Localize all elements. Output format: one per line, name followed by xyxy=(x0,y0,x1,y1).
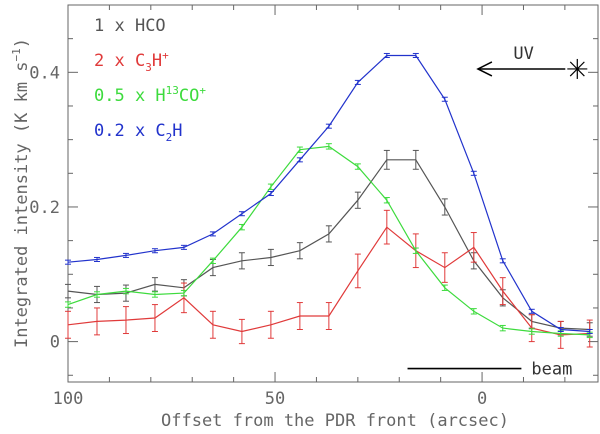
series-line xyxy=(67,145,590,336)
series-H13CO+ xyxy=(65,143,593,339)
y-axis-label-exponent: −1 xyxy=(10,48,23,61)
legend-label-part: C xyxy=(155,121,165,141)
y-tick-label: 0.2 xyxy=(29,198,60,218)
tick-labels: 100 50 0 0 0.2 0.4 xyxy=(29,63,487,409)
legend-label-part: + xyxy=(199,84,206,97)
legend-label-part: H xyxy=(155,86,165,106)
x-tick-label: 100 xyxy=(53,389,84,409)
beam-label: beam xyxy=(531,360,572,380)
y-axis-label-close: ) xyxy=(12,38,32,48)
x-axis-label: Offset from the PDR front (arcsec) xyxy=(161,411,509,431)
legend-entry: 0.5 x H13CO+ xyxy=(94,84,206,106)
legend-coefficient: 2 x xyxy=(94,51,135,71)
legend-label-part: HCO xyxy=(135,16,166,36)
legend-label-part: H xyxy=(172,121,182,141)
y-tick-label: 0 xyxy=(50,333,60,353)
star-icon xyxy=(567,58,588,79)
y-axis-label: Integrated intensity (K km s−1) xyxy=(10,38,32,348)
legend-entry: 1 x HCO xyxy=(94,16,166,36)
legend-label-part: H xyxy=(152,51,162,71)
series-C3H+ xyxy=(65,209,593,349)
y-axis-label-main: Integrated intensity (K km s xyxy=(12,61,32,348)
legend-coefficient: 0.2 x xyxy=(94,121,155,141)
legend-entry: 2 x C3H+ xyxy=(94,49,169,74)
series-line xyxy=(67,54,590,333)
legend-label-part: 3 xyxy=(145,61,152,74)
uv-label: UV xyxy=(513,44,533,64)
legend-label-part: C xyxy=(135,51,145,71)
legend-coefficient: 1 x xyxy=(94,16,135,36)
axis-ticks xyxy=(67,5,598,382)
star-ray xyxy=(569,61,585,77)
annotations: UV beam xyxy=(407,44,588,380)
uv-arrowhead xyxy=(476,61,493,77)
series-layer xyxy=(65,52,593,349)
legend-entry: 0.2 x C2H xyxy=(94,121,183,144)
legend-label-part: 2 xyxy=(166,131,173,144)
series-C2H xyxy=(65,52,593,335)
x-tick-label: 50 xyxy=(265,389,285,409)
legend-coefficient: 0.5 x xyxy=(94,86,155,106)
plot-frame xyxy=(67,4,599,383)
legend-label-part: CO xyxy=(179,86,199,106)
legend-label-part: + xyxy=(162,49,169,62)
legend-label-part: 13 xyxy=(166,84,179,97)
x-tick-label: 0 xyxy=(477,389,487,409)
y-tick-label: 0.4 xyxy=(29,63,60,83)
series-line xyxy=(67,226,590,336)
